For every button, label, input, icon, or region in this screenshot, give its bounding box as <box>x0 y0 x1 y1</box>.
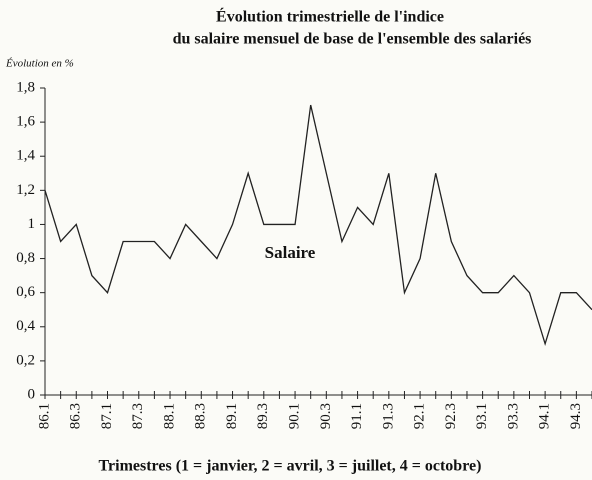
x-tick-label: 90.3 <box>318 403 334 429</box>
x-tick-label: 93.3 <box>505 403 521 429</box>
x-tick-label: 87.1 <box>99 403 115 429</box>
y-tick-label: 0,2 <box>16 352 35 368</box>
x-tick-label: 91.3 <box>380 403 396 429</box>
x-tick-label: 91.1 <box>349 403 365 429</box>
x-tick-label: 88.3 <box>193 403 209 429</box>
x-tick-label: 90.1 <box>286 403 302 429</box>
y-tick-label: 1,2 <box>16 182 35 198</box>
x-tick-label: 87.3 <box>130 403 146 429</box>
x-axis-label: Trimestres (1 = janvier, 2 = avril, 3 = … <box>99 458 482 475</box>
x-tick-label: 93.1 <box>474 403 490 429</box>
y-tick-label: 1 <box>28 216 36 232</box>
y-tick-label: 1,4 <box>16 148 35 164</box>
line-series <box>44 104 592 347</box>
annotation: Salaire <box>265 243 316 262</box>
y-tick-label: 1,6 <box>16 114 35 130</box>
chart-title: du salaire mensuel de base de l'ensemble… <box>173 31 532 48</box>
chart-title: Évolution trimestrielle de l'indice <box>216 7 444 26</box>
y-axis-label: Évolution en % <box>5 58 74 70</box>
x-tick-label: 89.3 <box>255 403 271 429</box>
x-tick-label: 94.1 <box>537 403 553 429</box>
y-tick-label: 0,8 <box>16 250 35 266</box>
x-tick-label: 92.1 <box>412 403 428 429</box>
y-tick-label: 0 <box>28 386 36 402</box>
y-tick-label: 1,8 <box>16 79 35 95</box>
x-tick-label: 92.3 <box>443 403 459 429</box>
x-tick-label: 86.1 <box>36 403 52 429</box>
y-tick-label: 0,4 <box>16 318 35 334</box>
x-tick-label: 86.3 <box>68 403 84 429</box>
x-tick-label: 94.3 <box>568 403 584 429</box>
x-tick-label: 89.1 <box>224 403 240 429</box>
x-tick-label: 88.1 <box>161 403 177 429</box>
y-tick-label: 0,6 <box>16 284 35 300</box>
